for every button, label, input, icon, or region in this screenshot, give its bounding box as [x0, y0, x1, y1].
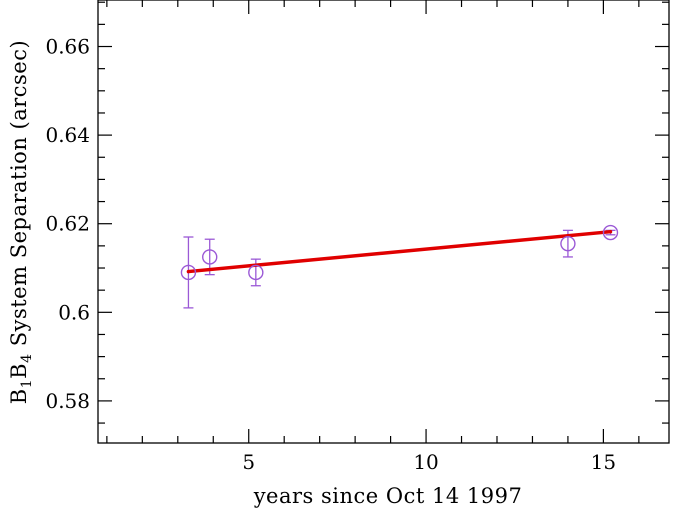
- y-tick-label: 0.64: [45, 123, 90, 147]
- plot-area: [97, 0, 670, 444]
- y-tick-label: 0.58: [45, 389, 90, 413]
- x-axis-label: years since Oct 14 1997: [253, 484, 523, 508]
- y-tick-label: 0.6: [58, 300, 90, 324]
- fit-line: [186, 229, 613, 274]
- axis-ticks: [98, 0, 669, 443]
- y-axis-label-sub1: 1: [19, 379, 35, 388]
- y-axis-label-sub2: 4: [19, 353, 35, 362]
- data-point: [248, 264, 264, 281]
- y-tick-label: 0.62: [45, 212, 90, 236]
- x-tick-label: 5: [242, 450, 255, 474]
- x-tick-label: 15: [591, 450, 616, 474]
- y-axis-label-suffix: System Separation (arcsec): [7, 40, 31, 354]
- y-tick-label: 0.66: [45, 35, 90, 59]
- y-axis-label: B1B4 System Separation (arcsec): [7, 40, 35, 404]
- y-axis-label-mid: B: [7, 363, 31, 379]
- data-point: [202, 249, 218, 265]
- data-point: [602, 224, 619, 241]
- x-tick-label: 10: [413, 450, 438, 474]
- tick-labels: 5 10 15 0.58 0.6 0.62 0.64 0.66: [45, 35, 616, 474]
- error-bars: [183, 229, 616, 309]
- data-points: [180, 224, 619, 281]
- fit-line-group: [186, 229, 613, 274]
- y-axis-label-prefix: B: [7, 388, 31, 404]
- data-point: [180, 264, 197, 281]
- data-point: [560, 235, 576, 252]
